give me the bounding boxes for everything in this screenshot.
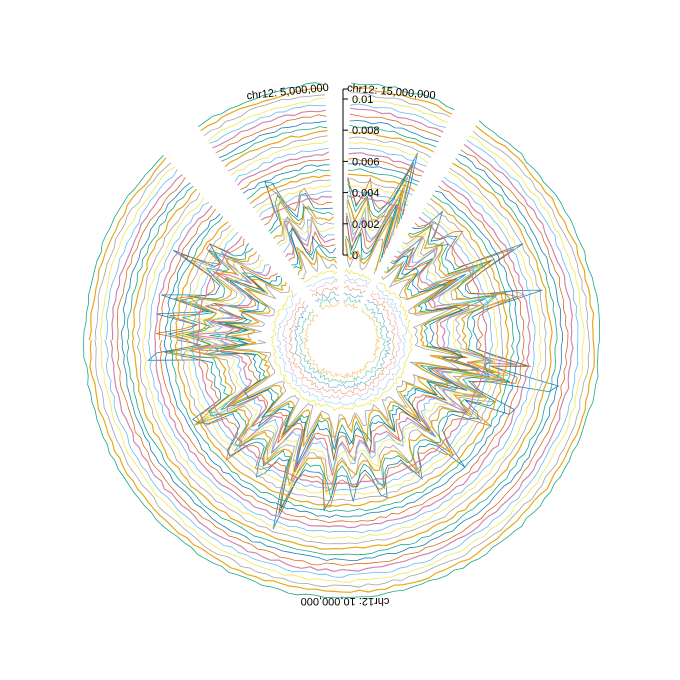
y-tick-label: 0.006 (352, 156, 380, 168)
series-line-41 (88, 86, 595, 593)
series-line-25 (174, 173, 510, 507)
series-line-27 (164, 162, 521, 518)
series-line-15 (183, 182, 507, 480)
y-axis: 0 0.002 0.004 0.006 0.008 0.01 (342, 88, 380, 262)
series-line-1 (302, 301, 381, 380)
series-line-38 (104, 103, 579, 578)
series-line-13 (189, 192, 517, 476)
chromosome-labels: chr12: 5,000,000 chr12: 15,000,000 chr12… (246, 82, 436, 607)
series-line-32 (136, 135, 547, 545)
series-layer (82, 82, 601, 599)
series-line-42 (82, 82, 601, 599)
series-line-6 (276, 274, 408, 406)
y-tick-label: 0.01 (352, 94, 373, 106)
series-line-5 (282, 279, 402, 401)
series-line-8 (223, 238, 467, 443)
series-line-2 (298, 296, 386, 384)
series-line-10 (204, 191, 491, 472)
series-line-39 (100, 97, 585, 583)
series-line-4 (288, 285, 396, 395)
series-line-28 (158, 157, 525, 524)
series-line-24 (180, 178, 504, 502)
series-line-40 (94, 92, 591, 588)
series-line-18 (168, 162, 511, 509)
y-tick-label: 0.002 (352, 219, 380, 231)
series-line-7 (270, 268, 413, 412)
series-line-37 (110, 107, 574, 573)
series-line-35 (120, 120, 563, 561)
series-line-20 (155, 165, 532, 514)
series-line-12 (199, 187, 497, 481)
series-line-23 (185, 183, 499, 496)
label-chr12-10000000: chr12: 10,000,000 (301, 595, 390, 607)
series-line-16 (181, 176, 526, 516)
series-line-36 (116, 113, 569, 566)
series-line-22 (191, 190, 494, 491)
series-line-26 (169, 168, 515, 513)
series-line-34 (126, 124, 558, 556)
y-tick-label: 0 (352, 250, 358, 262)
series-line-9 (219, 216, 482, 447)
series-line-3 (294, 291, 391, 389)
series-line-29 (154, 151, 531, 529)
series-line-19 (147, 152, 560, 530)
series-line-11 (214, 203, 480, 468)
y-axis-ticks: 0 0.002 0.004 0.006 0.008 0.01 (343, 88, 380, 262)
series-line-21 (196, 194, 488, 486)
y-tick-label: 0.008 (352, 125, 380, 137)
series-line-30 (147, 147, 536, 534)
series-line-31 (142, 140, 542, 540)
series-line-14 (199, 202, 509, 472)
y-tick-label: 0.004 (352, 188, 380, 200)
series-line-17 (176, 190, 507, 493)
series-line-33 (131, 130, 553, 550)
